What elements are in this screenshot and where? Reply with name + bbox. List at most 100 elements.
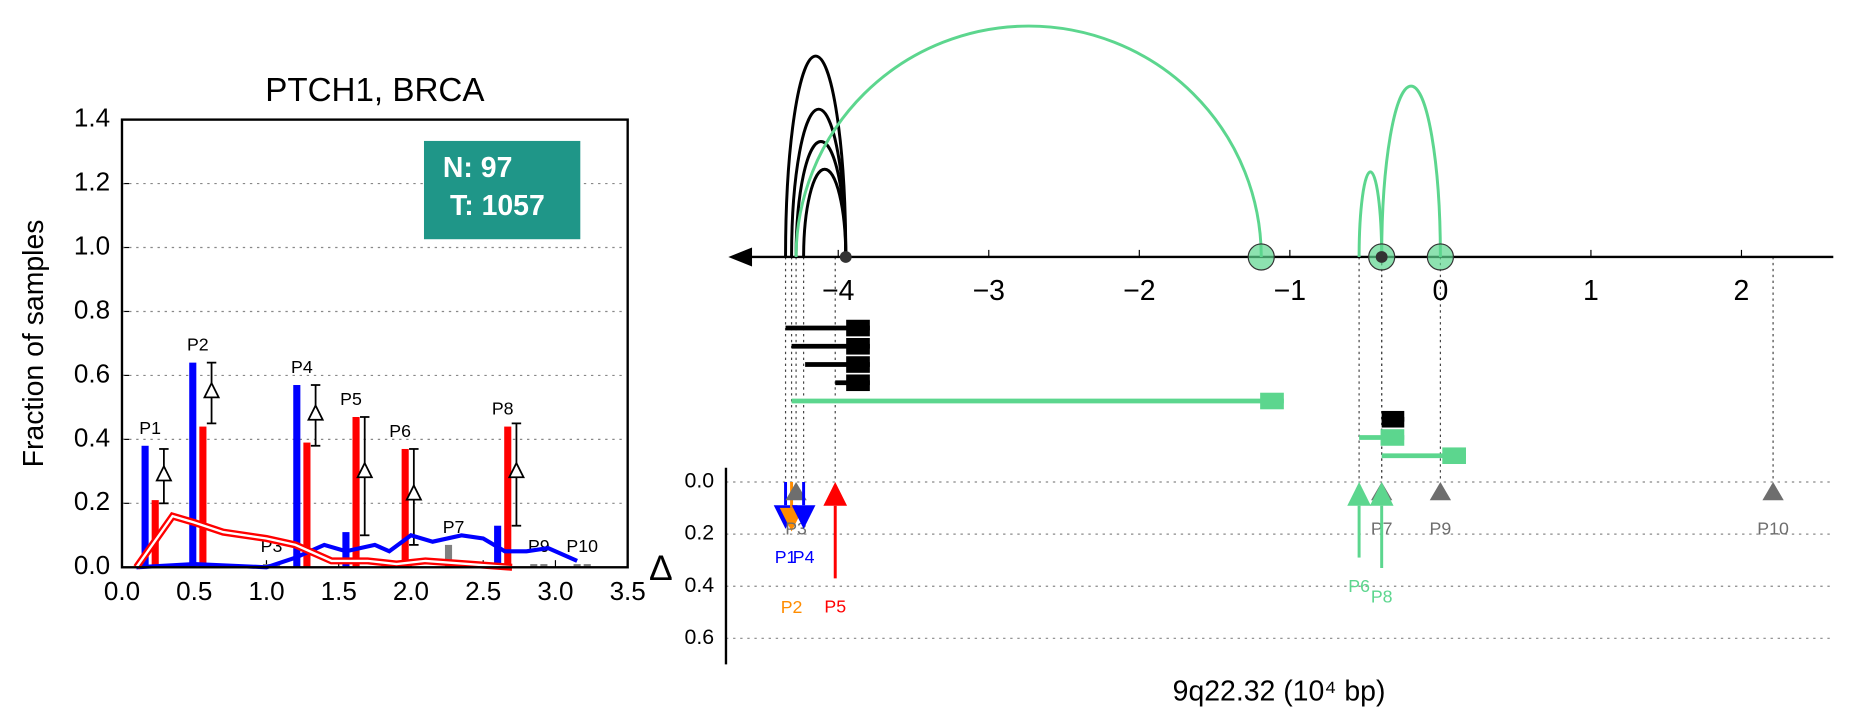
x-tick-label: 2.5 [465, 576, 501, 606]
tumor-bar [401, 448, 409, 568]
y-tick-label: 1.2 [74, 166, 110, 196]
peak-label: P1 [139, 418, 161, 438]
x-axis-label: 9q22.32 (10⁴ bp) [1173, 675, 1386, 707]
site-circle [1426, 243, 1455, 271]
x-tick-label: 1 [1583, 275, 1599, 307]
arc [790, 108, 848, 257]
arrow-head [791, 505, 816, 529]
peak-label: P2 [187, 335, 209, 355]
y-tick-label: 0.2 [685, 521, 715, 545]
series-line [136, 533, 578, 570]
y-axis-label: Fraction of samples [18, 220, 50, 468]
x-tick-label: 3.0 [537, 576, 573, 606]
tumor-bar [199, 426, 207, 568]
y-axis-label: Δ [649, 548, 673, 588]
x-tick-label: 0 [1432, 275, 1448, 307]
peak-marker [1762, 482, 1784, 501]
peak-label: P6 [389, 421, 411, 441]
y-tick-label: 1.0 [74, 230, 110, 260]
gene-end [846, 319, 870, 337]
x-tick-label: −4 [822, 275, 854, 307]
normal-bar [573, 564, 581, 568]
peak-label: P1 [775, 547, 797, 567]
arc [784, 54, 848, 257]
delta-marker [155, 464, 173, 482]
site-dot [1375, 251, 1388, 263]
peak-label: P5 [340, 389, 362, 409]
arc [1380, 84, 1442, 257]
x-tick-label: −1 [1274, 275, 1306, 307]
arc [794, 24, 1263, 257]
peak-label: P10 [566, 536, 598, 556]
peak-label: P6 [1348, 576, 1370, 596]
peak-label: P5 [824, 597, 846, 617]
tumor-bar [303, 442, 311, 568]
x-tick-label: 0.5 [176, 576, 212, 606]
y-tick-label: 0.4 [74, 422, 110, 452]
peak-marker [1429, 482, 1452, 501]
tumor-bar [151, 500, 159, 568]
chart-title: PTCH1, BRCA [265, 72, 485, 109]
gene-end [846, 337, 870, 355]
gene-end [1380, 429, 1405, 446]
gene-end [1260, 392, 1284, 410]
normal-bar [293, 385, 301, 568]
arrow-head [1369, 482, 1394, 506]
annotation-text: N: 97 [443, 152, 512, 184]
annotation-box [423, 140, 581, 240]
y-tick-label: 1.4 [74, 102, 110, 132]
gene-end [1442, 447, 1466, 465]
normal-bar [530, 564, 538, 568]
tumor-bar [540, 564, 548, 568]
site-circle [1247, 243, 1275, 271]
series-line [135, 514, 513, 569]
annotation-text: T: 1057 [450, 190, 545, 222]
peak-label: P4 [291, 357, 313, 377]
peak-marker [785, 482, 807, 501]
peak-label: P9 [528, 536, 550, 556]
delta-marker [507, 461, 525, 479]
normal-bar [189, 362, 197, 568]
figure-root: PTCH1, BRCA Fraction of samples 0.0 0.2 0.4 0… [18, 24, 1834, 707]
normal-bar [444, 544, 453, 568]
gene-end [846, 356, 870, 373]
delta-marker [356, 461, 374, 479]
arrow-head [1347, 482, 1371, 506]
x-tick-label: 3.5 [610, 576, 646, 606]
gene-end [1381, 410, 1405, 428]
axis-arrow [728, 247, 753, 267]
normal-bar [141, 445, 149, 568]
delta-marker [405, 483, 423, 501]
tumor-bar [504, 426, 512, 568]
x-tick-label: 1.5 [321, 576, 357, 606]
x-tick-label: −2 [1123, 275, 1155, 307]
peak-label: P7 [443, 517, 465, 537]
peak-label: P9 [1430, 519, 1452, 539]
peak-label: P4 [793, 547, 815, 567]
x-tick-label: −3 [973, 275, 1005, 307]
y-tick-label: 0.6 [685, 625, 715, 649]
delta-marker [307, 403, 325, 421]
peak-label: P2 [781, 597, 803, 617]
x-tick-label: 2 [1734, 275, 1750, 307]
x-tick-label: 1.0 [248, 576, 284, 606]
y-tick-label: 0.2 [74, 486, 110, 516]
y-tick-label: 0.6 [74, 358, 110, 388]
peak-label: P8 [492, 399, 514, 419]
y-tick-label: 0.8 [74, 294, 110, 324]
tumor-bar [583, 564, 591, 568]
plot-frame [120, 118, 629, 569]
site-dot [839, 251, 852, 263]
gene-end [846, 374, 870, 392]
delta-marker [203, 381, 221, 399]
arc [802, 168, 848, 257]
x-tick-label: 0.0 [104, 576, 140, 606]
tumor-bar [352, 416, 360, 568]
peak-label: P10 [1757, 519, 1789, 539]
y-tick-label: 0.0 [685, 469, 715, 493]
peak-label: P8 [1371, 586, 1393, 606]
arrow-head [823, 482, 848, 506]
x-tick-label: 2.0 [393, 576, 429, 606]
y-tick-label: 0.0 [74, 550, 110, 580]
